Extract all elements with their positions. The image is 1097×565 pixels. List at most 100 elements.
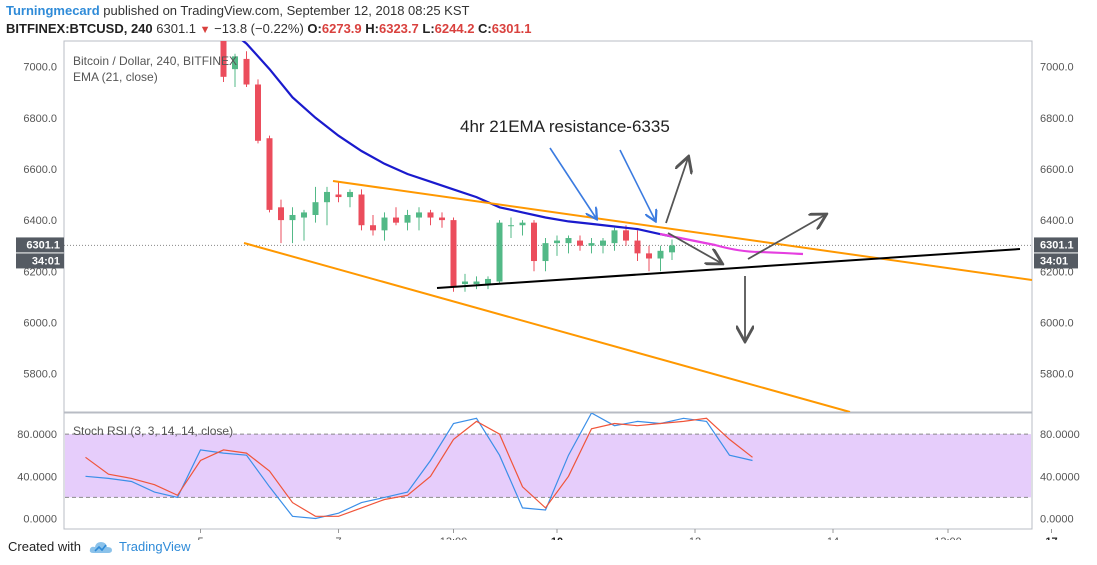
chart-canvas[interactable]: 5800.0 6000.0 6200.0 6400.0 6600.0 6800.0 7000…: [0, 40, 1097, 540]
candle: [347, 189, 353, 208]
close-value: 6301.1: [491, 21, 532, 36]
candle-body: [634, 240, 641, 254]
last-price: 6301.1: [156, 21, 197, 36]
candle-body: [289, 214, 296, 221]
price-axis-left: 5800.0 6000.0 6200.0 6400.0 6600.0 6800.0 7000…: [23, 62, 57, 381]
left-price-badge: 6301.1 34:01: [16, 237, 64, 269]
right-countdown-text: 34:01: [1040, 255, 1068, 267]
candle: [646, 245, 652, 272]
candle-body: [312, 202, 319, 215]
candle: [278, 199, 284, 244]
price-tick-label-right: 6800.0: [1040, 113, 1074, 125]
high-value: 6323.7: [378, 21, 419, 36]
time-axis: 5 7 13:00 10 12 14 13:00 17: [197, 529, 1058, 540]
symbol-name: BITFINEX:BTCUSD, 240: [6, 21, 153, 36]
candle-body: [554, 240, 560, 244]
price-tick-label-right: 6400.0: [1040, 215, 1074, 227]
time-tick-label: 13:00: [440, 536, 468, 540]
stoch-tick-label-right: 80.0000: [1040, 429, 1080, 441]
candle: [531, 220, 537, 272]
candle-body: [381, 217, 388, 231]
candle: [427, 209, 434, 226]
price-tick-label-left: 5800.0: [23, 369, 57, 381]
time-tick-label: 10: [551, 536, 563, 540]
candle-body: [531, 222, 537, 262]
candle: [335, 181, 342, 203]
candle: [611, 227, 618, 251]
published-text: published on TradingView.com, September …: [103, 3, 470, 18]
candle: [508, 217, 514, 239]
candle-body: [335, 194, 342, 198]
candle: [577, 235, 583, 251]
candle-body: [600, 240, 606, 246]
time-tick-label: 13:00: [934, 536, 962, 540]
candle-body: [496, 222, 503, 282]
price-tick-label-left: 6600.0: [23, 164, 57, 176]
candle: [588, 238, 595, 254]
candle-body: [565, 238, 572, 244]
candle: [473, 276, 480, 290]
candle-body: [301, 212, 307, 218]
candle: [232, 53, 238, 88]
candle-body: [623, 230, 629, 241]
price-axis-right: 5800.0 6000.0 6200.0 6400.0 6600.0 6800.0 7000…: [1040, 62, 1074, 381]
candle-body: [220, 41, 227, 77]
candle-body: [278, 207, 284, 221]
candle: [370, 214, 376, 236]
tradingview-link[interactable]: TradingView: [118, 539, 191, 554]
price-tick-label-left: 6200.0: [23, 266, 57, 278]
candle-body: [255, 84, 261, 141]
right-price-badge: 6301.1 34:01: [1034, 237, 1078, 269]
candle-body: [347, 191, 353, 198]
candle-body: [370, 225, 376, 231]
candle-body: [542, 243, 549, 262]
gray-arrow-down-right: [667, 232, 721, 263]
tradingview-cloud-icon[interactable]: [89, 540, 113, 554]
candle: [312, 186, 319, 223]
candle: [220, 41, 227, 82]
price-tick-label-right: 6000.0: [1040, 317, 1074, 329]
candle-body: [243, 58, 250, 85]
black-support-trendline: [436, 248, 1021, 289]
candle-body: [462, 281, 468, 285]
candle-body: [450, 220, 457, 287]
low-label: L:: [422, 21, 435, 36]
candle-body: [393, 217, 399, 223]
time-tick-label: 17: [1045, 536, 1057, 540]
candle-body: [519, 222, 526, 226]
price-tick-label-left: 6000.0: [23, 317, 57, 329]
right-price-badge-text: 6301.1: [1040, 239, 1074, 251]
close-label: C:: [478, 21, 492, 36]
candle: [565, 235, 572, 254]
candle-body: [439, 217, 445, 221]
candle: [439, 212, 445, 228]
candle: [381, 212, 388, 241]
candle: [657, 245, 664, 272]
stoch-tick-label-right: 0.0000: [1040, 513, 1074, 525]
candle: [600, 238, 606, 254]
lower-orange-trendline: [243, 242, 851, 412]
candle-body: [669, 245, 675, 253]
candle-body: [266, 138, 273, 210]
down-triangle-icon: ▼: [199, 24, 211, 36]
candle: [416, 207, 422, 231]
price-tick-label-right: 7000.0: [1040, 62, 1074, 74]
high-label: H:: [365, 21, 379, 36]
time-tick-label: 12: [689, 536, 701, 540]
time-tick-label: 14: [827, 536, 839, 540]
candle-body: [473, 281, 480, 285]
candle-body: [657, 250, 664, 259]
candle: [462, 273, 468, 292]
left-countdown-text: 34:01: [32, 255, 60, 267]
ema-legend: EMA (21, close): [73, 70, 158, 84]
candle: [255, 79, 261, 144]
candle: [450, 217, 457, 292]
candle-body: [416, 212, 422, 218]
upper-orange-trendline: [332, 180, 1032, 281]
candle-body: [232, 56, 238, 70]
author-name[interactable]: Turningmecard: [6, 3, 100, 18]
candle: [266, 135, 273, 213]
stoch-axis-right: 0.0000 40.0000 80.0000: [1040, 429, 1080, 525]
gray-arrow-up-right: [747, 215, 825, 260]
candle: [289, 207, 296, 244]
